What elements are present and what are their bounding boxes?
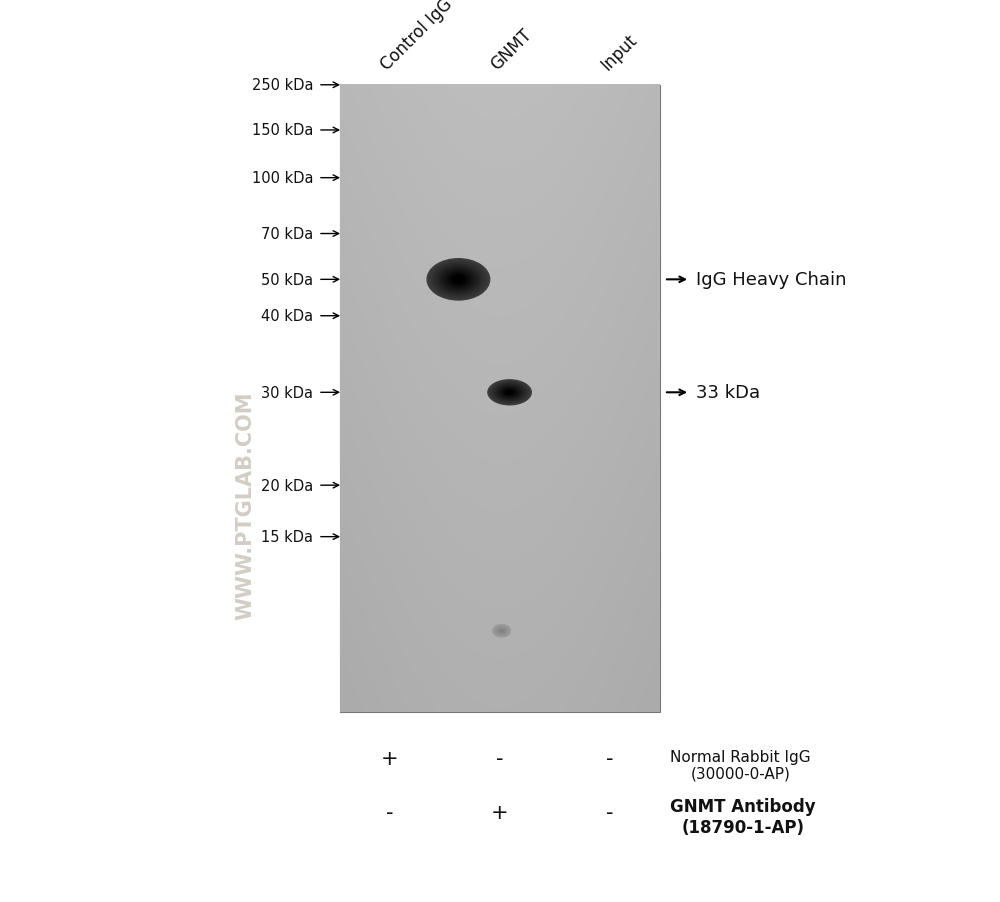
Text: 70 kDa: 70 kDa: [261, 226, 313, 242]
Ellipse shape: [501, 630, 503, 631]
Ellipse shape: [449, 273, 468, 287]
Ellipse shape: [502, 388, 517, 398]
Ellipse shape: [436, 265, 481, 295]
Ellipse shape: [444, 271, 473, 290]
Ellipse shape: [438, 266, 479, 294]
Ellipse shape: [497, 386, 522, 400]
Ellipse shape: [507, 391, 512, 394]
Text: IgG Heavy Chain: IgG Heavy Chain: [696, 271, 847, 289]
Ellipse shape: [433, 263, 484, 297]
Text: GNMT Antibody
(18790-1-AP): GNMT Antibody (18790-1-AP): [670, 797, 816, 835]
Ellipse shape: [494, 383, 525, 402]
Ellipse shape: [434, 264, 482, 296]
Ellipse shape: [496, 627, 507, 635]
Ellipse shape: [450, 275, 466, 285]
Ellipse shape: [492, 624, 511, 638]
Ellipse shape: [455, 278, 462, 282]
Ellipse shape: [442, 270, 474, 290]
Text: 150 kDa: 150 kDa: [252, 124, 313, 138]
Ellipse shape: [495, 627, 508, 636]
Ellipse shape: [496, 385, 523, 400]
Ellipse shape: [498, 386, 521, 400]
Ellipse shape: [441, 268, 476, 291]
Text: -: -: [386, 802, 394, 822]
Ellipse shape: [495, 626, 508, 636]
Text: 30 kDa: 30 kDa: [261, 385, 313, 400]
Text: +: +: [491, 802, 509, 822]
Ellipse shape: [499, 629, 504, 633]
Text: GNMT: GNMT: [487, 26, 535, 74]
Ellipse shape: [494, 626, 509, 636]
Ellipse shape: [503, 389, 516, 397]
Ellipse shape: [492, 624, 511, 638]
Ellipse shape: [500, 630, 503, 632]
Ellipse shape: [489, 381, 530, 405]
Text: 20 kDa: 20 kDa: [261, 478, 313, 493]
Ellipse shape: [497, 628, 506, 634]
Ellipse shape: [497, 628, 506, 634]
Ellipse shape: [439, 267, 478, 293]
Text: -: -: [496, 748, 504, 768]
Ellipse shape: [495, 384, 524, 401]
Ellipse shape: [431, 262, 486, 299]
Ellipse shape: [498, 629, 505, 634]
Text: +: +: [381, 748, 399, 768]
Ellipse shape: [428, 260, 489, 300]
Text: 250 kDa: 250 kDa: [252, 78, 313, 93]
Ellipse shape: [487, 380, 532, 406]
Ellipse shape: [493, 383, 526, 402]
Ellipse shape: [505, 391, 514, 395]
Ellipse shape: [488, 381, 531, 405]
Ellipse shape: [447, 272, 470, 288]
Ellipse shape: [452, 276, 465, 284]
Ellipse shape: [498, 629, 505, 633]
Text: -: -: [606, 748, 614, 768]
Ellipse shape: [492, 382, 528, 403]
Ellipse shape: [506, 391, 513, 395]
Text: Normal Rabbit IgG
(30000-0-AP): Normal Rabbit IgG (30000-0-AP): [670, 749, 811, 781]
Text: 40 kDa: 40 kDa: [261, 308, 313, 324]
Ellipse shape: [457, 279, 460, 281]
Ellipse shape: [508, 392, 511, 393]
Text: Input: Input: [597, 31, 640, 74]
Ellipse shape: [500, 630, 504, 632]
Ellipse shape: [504, 390, 515, 396]
Ellipse shape: [501, 388, 519, 398]
Text: -: -: [606, 802, 614, 822]
Text: 50 kDa: 50 kDa: [261, 272, 313, 288]
Ellipse shape: [446, 272, 471, 289]
Ellipse shape: [491, 382, 529, 404]
Text: WWW.PTGLAB.COM: WWW.PTGLAB.COM: [235, 391, 255, 620]
Text: 100 kDa: 100 kDa: [252, 171, 313, 186]
Text: 15 kDa: 15 kDa: [261, 529, 313, 545]
Ellipse shape: [493, 625, 510, 637]
Bar: [340, 86, 660, 713]
Ellipse shape: [430, 261, 487, 299]
Ellipse shape: [493, 625, 510, 638]
Ellipse shape: [494, 626, 509, 637]
Ellipse shape: [454, 277, 463, 283]
Ellipse shape: [500, 387, 520, 399]
Ellipse shape: [496, 627, 507, 635]
Ellipse shape: [426, 259, 490, 301]
Ellipse shape: [499, 630, 504, 633]
Text: 33 kDa: 33 kDa: [696, 384, 760, 402]
Text: Control IgG: Control IgG: [377, 0, 456, 74]
